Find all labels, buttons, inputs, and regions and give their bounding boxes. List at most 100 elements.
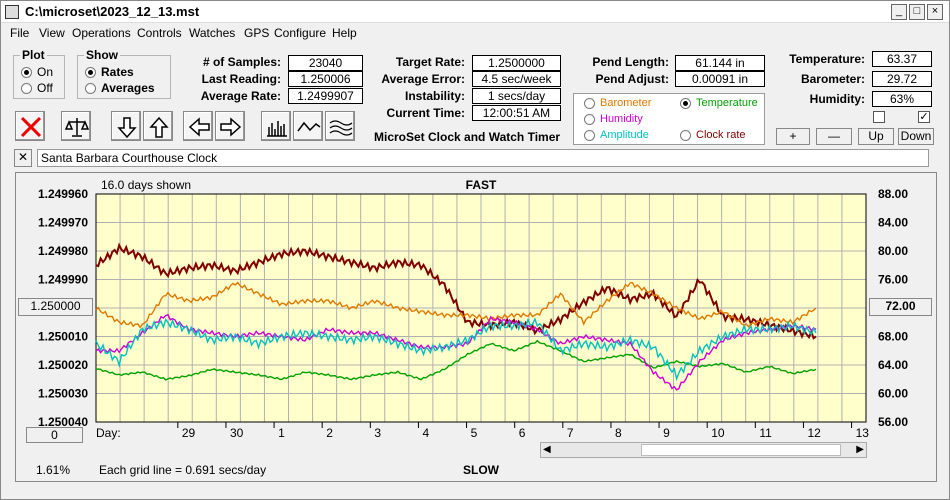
sensor-amplitude-label: Amplitude — [600, 129, 649, 141]
menu-view[interactable]: View — [39, 26, 65, 40]
radio-dot — [21, 82, 32, 94]
current-time-label: Current Time: — [386, 106, 465, 120]
sensor-amplitude-radio[interactable]: Amplitude — [584, 129, 649, 141]
left-axis-tick: 1.249960 — [38, 187, 88, 201]
right-axis-tick: 56.00 — [878, 415, 908, 429]
average-rate-field: 1.2499907 — [288, 88, 363, 104]
scrollbar-thumb[interactable] — [641, 444, 841, 456]
target-rate-field: 1.2500000 — [472, 55, 561, 71]
percent-label: 1.61% — [36, 463, 70, 477]
menu-file[interactable]: File — [10, 26, 30, 40]
zero-button[interactable]: 0 — [26, 427, 83, 443]
plot-on-label: On — [37, 65, 54, 79]
days-shown-label: 16.0 days shown — [101, 178, 191, 192]
plot-off-radio[interactable]: Off — [21, 81, 53, 95]
histogram-view-button[interactable] — [261, 111, 291, 141]
rate-chart: 1.249960 1.249970 1.249980 1.249990 1.250010… — [36, 178, 908, 477]
left-axis-tick: 1.249990 — [38, 273, 88, 287]
menu-help[interactable]: Help — [332, 26, 357, 40]
time-scrollbar[interactable]: ◀ ▶ — [540, 442, 867, 458]
x-axis-tick: 12 — [807, 426, 821, 440]
x-axis-tick: 29 — [182, 426, 196, 440]
right-axis-tick: 76.00 — [878, 273, 908, 287]
series-line-humidity — [95, 313, 817, 391]
menu-configure[interactable]: Configure — [274, 26, 327, 40]
stop-button[interactable] — [15, 111, 45, 141]
x-axis-tick: 9 — [663, 426, 670, 440]
slow-label: SLOW — [463, 463, 500, 477]
humidity-label: Humidity: — [809, 92, 865, 106]
show-averages-radio[interactable]: Averages — [85, 81, 155, 95]
center-sensor-button[interactable]: 72.00 — [869, 298, 932, 316]
sensor-temperature-radio[interactable]: Temperature — [680, 97, 758, 109]
menu-gps[interactable]: GPS — [244, 26, 270, 40]
plot-on-radio[interactable]: On — [21, 65, 53, 79]
menu-controls[interactable]: Controls — [137, 26, 182, 40]
sensor-humidity-radio[interactable]: Humidity — [584, 113, 643, 125]
sensor-barometer-radio[interactable]: Barometer — [584, 97, 651, 109]
left-axis-tick: 1.250020 — [38, 358, 88, 372]
sensor-up-button[interactable]: Up — [858, 128, 894, 145]
right-axis-tick: 68.00 — [878, 330, 908, 344]
multi-wave-button[interactable] — [325, 111, 355, 141]
scroll-left-arrow-icon[interactable]: ◀ — [543, 444, 551, 455]
average-rate-label: Average Rate: — [200, 89, 281, 103]
fast-label: FAST — [466, 178, 497, 192]
minimize-button[interactable]: _ — [891, 4, 907, 20]
menu-watches[interactable]: Watches — [189, 26, 236, 40]
x-axis-tick: 13 — [856, 426, 870, 440]
arrow-up-icon — [149, 116, 169, 138]
pend-length-field: 61.144 in — [675, 55, 765, 71]
maximize-button[interactable]: □ — [909, 4, 925, 20]
last-reading-label: Last Reading: — [201, 72, 281, 86]
temperature-field: 63.37 — [872, 51, 932, 67]
x-axis-tick: 11 — [759, 426, 772, 440]
average-error-label: Average Error: — [381, 72, 465, 86]
current-time-field: 12:00:51 AM — [472, 105, 561, 121]
clock-name-input[interactable]: Santa Barbara Courthouse Clock — [37, 149, 929, 167]
sensor-plus-button[interactable]: + — [776, 128, 810, 145]
radio-dot — [680, 129, 691, 141]
average-error-field: 4.5 sec/week — [472, 71, 561, 87]
scale-down-button[interactable] — [111, 111, 141, 141]
sensor-down-button[interactable]: Down — [898, 128, 934, 145]
barometer-field: 29.72 — [872, 71, 932, 87]
center-rate-button[interactable]: 1.250000 — [18, 298, 93, 316]
title-bar: C:\microset\2023_12_13.mst _ □ × — [1, 1, 949, 23]
app-caption: MicroSet Clock and Watch Timer — [374, 130, 561, 144]
x-axis-tick: 4 — [422, 426, 429, 440]
scroll-left-button[interactable] — [183, 111, 213, 141]
scroll-right-arrow-icon[interactable]: ▶ — [856, 444, 864, 455]
sensor-minus-button[interactable]: — — [816, 128, 852, 145]
left-axis-tick: 1.249970 — [38, 216, 88, 230]
arrow-left-icon — [188, 117, 210, 137]
right-axis-tick: 88.00 — [878, 187, 908, 201]
window-title: C:\microset\2023_12_13.mst — [25, 4, 200, 19]
option-checkbox-2[interactable]: ✓ — [918, 111, 930, 123]
balance-button[interactable] — [61, 111, 91, 141]
series-line-amplitude — [95, 317, 817, 382]
pend-adjust-field: 0.00091 in — [675, 71, 765, 87]
close-button[interactable]: × — [927, 4, 943, 20]
menu-operations[interactable]: Operations — [72, 26, 131, 40]
sensor-clockrate-radio[interactable]: Clock rate — [680, 129, 746, 141]
show-rates-radio[interactable]: Rates — [85, 65, 134, 79]
instability-label: Instability: — [404, 89, 465, 103]
plot-group-title: Plot — [20, 48, 47, 62]
option-checkbox-1[interactable] — [873, 111, 885, 123]
wave-line-icon — [297, 121, 321, 132]
barometer-label: Barometer: — [800, 72, 865, 86]
plot-border — [95, 193, 867, 423]
target-rate-label: Target Rate: — [395, 55, 465, 69]
left-axis-tick: 1.249980 — [38, 244, 88, 258]
scroll-right-button[interactable] — [215, 111, 245, 141]
clear-name-button[interactable]: ✕ — [14, 149, 32, 167]
scale-up-button[interactable] — [143, 111, 173, 141]
line-view-button[interactable] — [293, 111, 323, 141]
x-axis-tick: 2 — [326, 426, 333, 440]
series-line-temperature — [95, 339, 817, 381]
chart-panel: 1.249960 1.249970 1.249980 1.249990 1.250010… — [15, 172, 937, 482]
balance-scale-icon — [65, 118, 89, 137]
show-group-title: Show — [84, 48, 120, 62]
